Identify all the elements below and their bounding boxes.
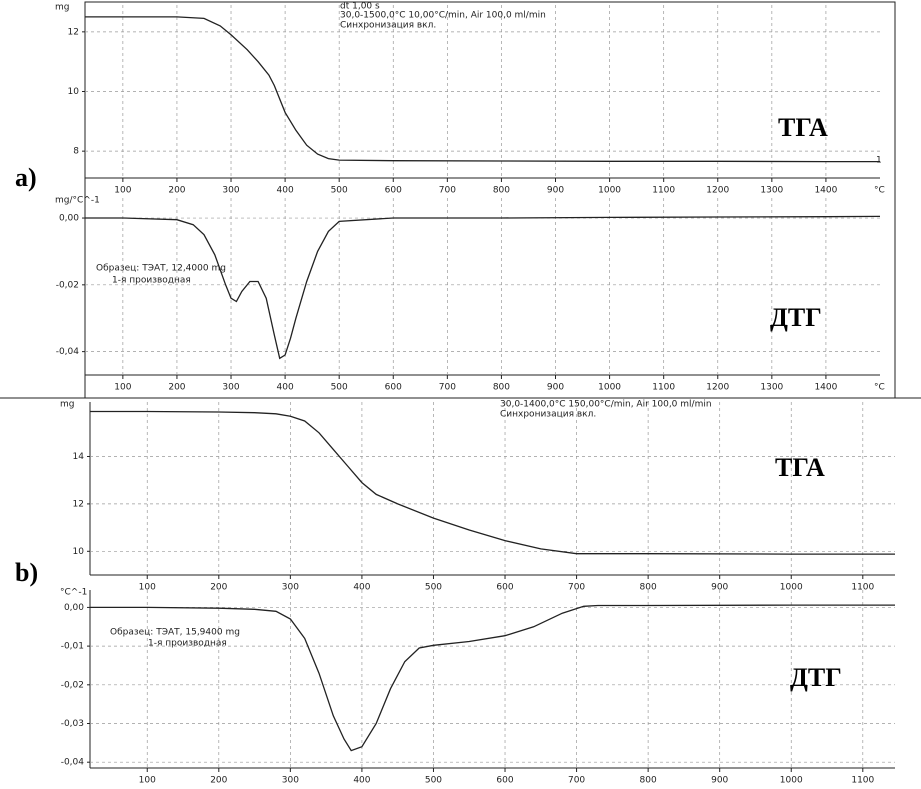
x-axis-label: °C: [874, 383, 885, 393]
x-tick-label: 100: [139, 776, 156, 786]
x-tick-label: 500: [331, 186, 348, 196]
x-tick-label: 500: [331, 383, 348, 393]
y-axis-label: mg: [60, 400, 74, 410]
panel-label: a): [15, 163, 37, 192]
x-tick-label: 600: [496, 776, 513, 786]
data-line: [90, 410, 895, 555]
x-tick-label: 200: [210, 583, 227, 593]
x-tick-label: 1000: [780, 583, 803, 593]
x-tick-label: 300: [282, 583, 299, 593]
y-tick-label: -0,02: [61, 680, 84, 690]
annotation: Синхронизация вкл.: [340, 21, 436, 31]
x-tick-label: 800: [640, 583, 657, 593]
panel-title: ТГА: [775, 453, 825, 482]
x-tick-label: 300: [282, 776, 299, 786]
x-tick-label: 1100: [652, 186, 675, 196]
x-tick-label: 200: [168, 383, 185, 393]
y-tick-label: 14: [73, 452, 85, 462]
x-tick-label: 1100: [851, 776, 874, 786]
y-tick-label: 8: [73, 147, 79, 157]
x-tick-label: 300: [222, 383, 239, 393]
x-tick-label: 700: [439, 186, 456, 196]
x-tick-label: 1300: [760, 186, 783, 196]
y-tick-label: -0,01: [61, 642, 84, 652]
panel-frame: [84, 1, 896, 399]
x-tick-label: 900: [711, 776, 728, 786]
y-tick-label: -0,04: [56, 347, 80, 357]
x-tick-label: 1400: [814, 186, 837, 196]
annotation: Образец: ТЭАТ, 12,4000 mg: [96, 264, 226, 274]
x-tick-label: 1100: [851, 583, 874, 593]
annotation: 1-я производная: [112, 276, 191, 286]
annotation: 30,0-1400,0°C 150,00°C/min, Air 100,0 ml…: [500, 400, 712, 410]
annotation: Образец: ТЭАТ, 15,9400 mg: [110, 628, 240, 638]
y-axis-label: °C^-1: [60, 588, 87, 598]
x-tick-label: 900: [547, 186, 564, 196]
y-tick-label: -0,02: [56, 280, 79, 290]
x-tick-label: 900: [711, 583, 728, 593]
panel-title: ТГА: [778, 113, 828, 142]
x-tick-label: 100: [114, 186, 131, 196]
data-line: [85, 16, 880, 163]
y-tick-label: 0,00: [64, 603, 84, 613]
y-tick-label: 12: [68, 27, 79, 37]
x-tick-label: 1200: [706, 186, 729, 196]
x-tick-label: 1200: [706, 383, 729, 393]
x-tick-label: 600: [385, 383, 402, 393]
panel-title: ДТГ: [770, 303, 822, 332]
x-tick-label: 800: [493, 186, 510, 196]
y-axis-label: mg: [55, 3, 69, 13]
x-tick-label: 800: [640, 776, 657, 786]
x-tick-label: 1000: [598, 383, 621, 393]
x-tick-label: 300: [222, 186, 239, 196]
x-tick-label: 700: [439, 383, 456, 393]
x-tick-label: 800: [493, 383, 510, 393]
data-line: [85, 215, 881, 360]
x-tick-label: 500: [425, 776, 442, 786]
x-tick-label: 400: [353, 776, 370, 786]
x-tick-label: 1100: [652, 383, 675, 393]
y-tick-label: 0,00: [59, 214, 79, 224]
x-tick-label: 700: [568, 583, 585, 593]
x-tick-label: 200: [168, 186, 185, 196]
annotation: 1-я производная: [148, 639, 227, 649]
data-line: [90, 604, 895, 752]
annotation: Синхронизация вкл.: [500, 410, 596, 420]
x-tick-label: 400: [277, 186, 294, 196]
y-axis-label: mg/°C^-1: [55, 196, 100, 206]
panel-label: b): [15, 558, 38, 587]
x-tick-label: 1300: [760, 383, 783, 393]
x-tick-label: 200: [210, 776, 227, 786]
x-tick-label: 100: [139, 583, 156, 593]
x-tick-label: 1400: [814, 383, 837, 393]
annotation: 1: [876, 156, 882, 166]
x-tick-label: 500: [425, 583, 442, 593]
panel-title: ДТГ: [790, 663, 842, 692]
x-axis-label: °C: [874, 186, 885, 196]
x-tick-label: 900: [547, 383, 564, 393]
x-tick-label: 700: [568, 776, 585, 786]
x-tick-label: 400: [353, 583, 370, 593]
annotation: 30,0-1500,0°C 10,00°C/min, Air 100,0 ml/…: [340, 11, 546, 21]
y-tick-label: -0,04: [61, 758, 85, 768]
x-tick-label: 1000: [780, 776, 803, 786]
y-tick-label: 10: [73, 547, 85, 557]
x-tick-label: 100: [114, 383, 131, 393]
annotation: dt 1,00 s: [340, 2, 380, 12]
y-tick-label: 12: [73, 499, 84, 509]
x-tick-label: 400: [277, 383, 294, 393]
y-tick-label: 10: [68, 87, 80, 97]
x-tick-label: 1000: [598, 186, 621, 196]
x-tick-label: 600: [385, 186, 402, 196]
x-tick-label: 600: [496, 583, 513, 593]
y-tick-label: -0,03: [61, 719, 84, 729]
